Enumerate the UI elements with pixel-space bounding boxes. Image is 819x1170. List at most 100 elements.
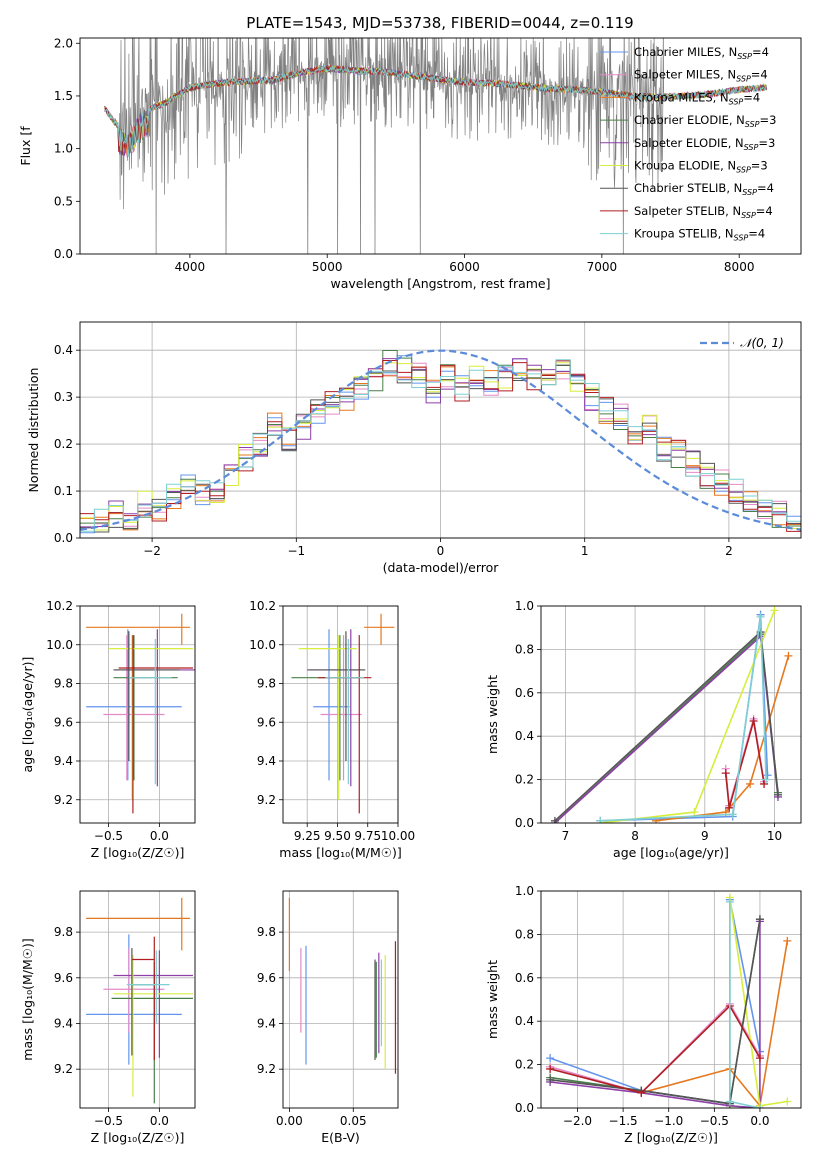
y-axis-label: mass [log₁₀(M/M☉)] (20, 938, 35, 1060)
axes-frame (282, 890, 399, 1109)
x-tick-label: −1.5 (609, 1114, 638, 1128)
x-axis-label: (data-model)/error (383, 560, 500, 575)
weight-line (641, 940, 789, 1108)
y-tick-label: 9.4 (257, 1016, 276, 1030)
y-tick-label: 1.0 (54, 142, 73, 156)
y-tick-label: 10.0 (249, 638, 276, 652)
legend-label: Salpeter STELIB, NSSP=4 (634, 204, 773, 220)
histogram-step (80, 359, 801, 532)
y-tick-label: 0.4 (515, 1014, 534, 1028)
y-tick-label: 9.2 (54, 1062, 73, 1076)
weight-marker (783, 936, 792, 945)
weight-line (550, 919, 761, 1105)
legend-label: 𝒩(0, 1) (740, 336, 784, 350)
x-tick-label: 7000 (587, 260, 618, 274)
weight-marker (746, 779, 755, 788)
y-tick-label: 0.2 (54, 437, 73, 451)
x-tick-label: 10.00 (381, 829, 415, 843)
y-tick-label: 9.4 (54, 754, 73, 768)
plot-area (80, 349, 801, 534)
weight-line (600, 616, 767, 822)
weight-marker (725, 1097, 734, 1106)
panel-mass-vs-EBV: 0.00 0.05 9.2 9.4 9.6 9.8 E(B-V) (257, 890, 399, 1145)
y-axis-label: mass weight (485, 675, 500, 754)
legend-label: Chabrier MILES, NSSP=4 (634, 45, 769, 61)
weight-marker (550, 816, 559, 823)
y-tick-label: 9.6 (54, 971, 73, 985)
plot-area (288, 897, 397, 1074)
y-tick-label: 9.8 (54, 925, 73, 939)
weight-line (724, 720, 765, 809)
y-tick-label: 0.8 (515, 642, 534, 656)
y-tick-label: 9.8 (257, 925, 276, 939)
y-tick-label: 0.0 (515, 1101, 534, 1115)
x-tick-label: 0.0 (150, 1114, 169, 1128)
plot-area (86, 613, 195, 814)
y-tick-label: 0.5 (54, 194, 73, 208)
legend-label: Salpeter ELODIE, NSSP=3 (634, 136, 775, 152)
y-tick-label: 9.6 (257, 971, 276, 985)
weight-line (655, 655, 790, 822)
panel-spectrum: 4000 5000 6000 7000 8000 0.0 0.5 1.0 1.5 2.0 wavel… (18, 36, 802, 291)
figure-title: PLATE=1543, MJD=53738, FIBERID=0044, z=0… (246, 14, 633, 32)
x-tick-label: −1 (287, 544, 305, 558)
x-tick-label: −0.5 (94, 1114, 123, 1128)
x-tick-label: 2 (725, 544, 733, 558)
x-tick-label: 6000 (449, 260, 480, 274)
y-tick-label: 9.2 (257, 793, 276, 807)
y-tick-label: 2.0 (54, 36, 73, 50)
y-axis-label: mass weight (485, 960, 500, 1039)
weight-marker (690, 808, 699, 817)
weight-line (549, 899, 761, 1105)
x-tick-label: 0.0 (750, 1114, 769, 1128)
y-tick-label: 9.2 (54, 793, 73, 807)
x-tick-label: −0.5 (700, 1114, 729, 1128)
plot-area (291, 613, 395, 814)
x-tick-label: −2 (143, 544, 161, 558)
x-tick-label: 0.00 (276, 1114, 303, 1128)
y-tick-label: 0.0 (54, 531, 73, 545)
x-tick-label: −1.0 (654, 1114, 683, 1128)
y-axis-label: Normed distribution (26, 368, 41, 493)
weight-marker (763, 771, 772, 780)
x-tick-label: 8000 (724, 260, 755, 274)
weight-marker (762, 775, 771, 784)
x-tick-label: 9.75 (354, 829, 381, 843)
weight-marker (755, 915, 764, 924)
plot-area (86, 897, 193, 1104)
x-tick-label: 10 (767, 829, 782, 843)
panel-age-vs-mass: 9.25 9.50 9.75 10.00 9.2 9.4 9.6 9.8 10.0 10.2 mas… (249, 599, 415, 860)
y-tick-label: 9.4 (257, 754, 276, 768)
weight-line (549, 1004, 761, 1094)
model-line (104, 64, 767, 157)
panel-weight-vs-age: 7 8 9 10 0.0 0.2 0.4 0.6 0.8 1.0 age [log₁₀(age/yr… (485, 599, 802, 860)
plot-area (546, 893, 792, 1108)
x-tick-label: −0.5 (94, 829, 123, 843)
panel-mass-vs-Z: −0.5 0.0 9.2 9.4 9.6 9.8 Z [log₁₀(Z/Z☉)] mass [… (20, 890, 196, 1145)
y-tick-label: 1.5 (54, 89, 73, 103)
plot-area (550, 606, 793, 823)
x-tick-label: 4000 (175, 260, 206, 274)
y-tick-label: 9.2 (257, 1062, 276, 1076)
x-axis-label: age [log₁₀(age/yr)] (613, 845, 729, 860)
y-tick-label: 0.0 (54, 247, 73, 261)
weight-marker (755, 1104, 764, 1108)
weight-marker (725, 803, 734, 812)
weight-marker (546, 1054, 555, 1063)
weight-marker (728, 810, 737, 819)
weight-marker (749, 717, 758, 726)
data-spectrum (104, 38, 767, 254)
weight-marker (725, 897, 734, 906)
weight-marker (596, 816, 605, 823)
axes-frame (540, 605, 802, 824)
legend-label: Salpeter MILES, NSSP=4 (634, 68, 768, 84)
y-tick-label: 10.0 (46, 638, 73, 652)
y-tick-label: 9.4 (54, 1016, 73, 1030)
plot-area (104, 38, 767, 254)
y-tick-label: 10.2 (46, 599, 73, 613)
weight-marker (770, 606, 779, 615)
y-tick-label: 0.6 (515, 686, 534, 700)
panel-age-vs-Z: −0.5 0.0 9.2 9.4 9.6 9.8 10.0 10.2 Z [log₁₀(Z/Z☉… (20, 599, 196, 860)
y-tick-label: 9.8 (54, 677, 73, 691)
axes-frame (79, 605, 196, 824)
